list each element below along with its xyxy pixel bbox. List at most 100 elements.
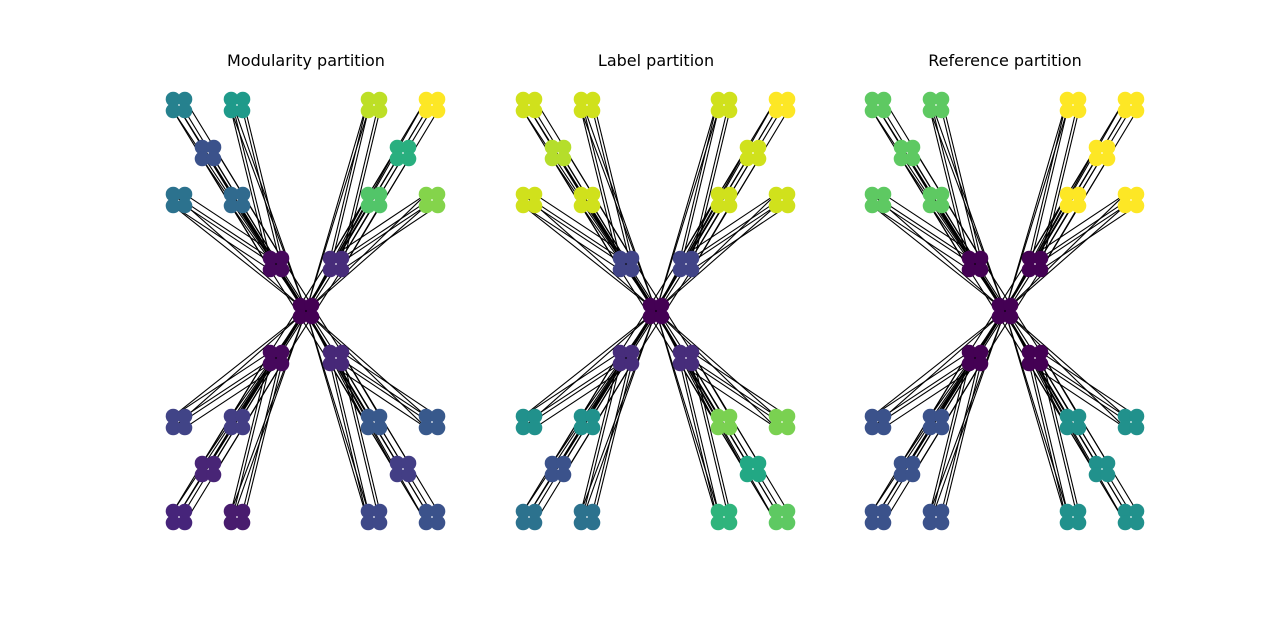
node xyxy=(515,198,531,214)
leaf-node-cluster xyxy=(194,139,222,167)
node xyxy=(768,408,784,424)
node xyxy=(235,103,251,119)
network-graph xyxy=(165,91,446,531)
edge xyxy=(1040,351,1138,512)
node xyxy=(573,91,589,107)
node xyxy=(684,262,700,278)
node xyxy=(780,91,796,107)
edge xyxy=(329,352,369,512)
node xyxy=(430,420,446,436)
node xyxy=(1088,467,1104,483)
edge xyxy=(679,363,777,429)
edge xyxy=(230,110,307,312)
node xyxy=(585,186,601,202)
leaf-node-cluster xyxy=(922,91,950,119)
node xyxy=(1059,91,1075,107)
center-node-cluster xyxy=(642,297,670,325)
node xyxy=(1021,262,1037,278)
node xyxy=(401,151,417,167)
node xyxy=(360,186,376,202)
edge xyxy=(172,351,271,417)
node xyxy=(235,186,251,202)
node xyxy=(1129,515,1145,531)
edge xyxy=(1004,310,1126,417)
node xyxy=(905,151,921,167)
leaf-node-cluster xyxy=(1117,91,1145,119)
edge xyxy=(341,352,381,512)
node xyxy=(304,309,320,325)
node xyxy=(1100,151,1116,167)
leaf-node-cluster xyxy=(418,408,446,436)
node xyxy=(1129,503,1145,519)
node xyxy=(262,250,278,266)
edge xyxy=(305,193,427,312)
node xyxy=(780,420,796,436)
node xyxy=(401,467,417,483)
hub-node-cluster xyxy=(672,344,700,372)
edge xyxy=(580,310,657,512)
node xyxy=(922,103,938,119)
leaf-node-cluster xyxy=(710,408,738,436)
edge xyxy=(305,99,369,312)
node xyxy=(418,420,434,436)
edge xyxy=(1040,363,1080,523)
node xyxy=(991,297,1007,313)
node xyxy=(235,503,251,519)
node xyxy=(864,503,880,519)
node xyxy=(1129,420,1145,436)
edge xyxy=(1028,363,1068,523)
edge xyxy=(592,99,633,259)
panel-title-modularity: Modularity partition xyxy=(227,51,385,70)
edge xyxy=(1004,110,1068,312)
leaf-node-cluster xyxy=(223,91,251,119)
edge xyxy=(691,110,731,270)
node xyxy=(893,455,909,471)
node xyxy=(177,186,193,202)
node xyxy=(194,139,210,155)
edge xyxy=(679,193,777,259)
leaf-node-cluster xyxy=(1117,503,1145,531)
node xyxy=(864,103,880,119)
node xyxy=(177,515,193,531)
edge xyxy=(871,310,1006,417)
node xyxy=(527,515,543,531)
node xyxy=(1117,515,1133,531)
node xyxy=(612,262,628,278)
node xyxy=(722,103,738,119)
edge xyxy=(1028,363,1126,429)
node xyxy=(612,250,628,266)
node xyxy=(934,91,950,107)
node xyxy=(1059,198,1075,214)
edge xyxy=(201,158,307,312)
node xyxy=(1033,356,1049,372)
node xyxy=(274,344,290,360)
node xyxy=(515,515,531,531)
leaf-node-cluster xyxy=(710,186,738,214)
node xyxy=(934,408,950,424)
leaf-node-cluster xyxy=(768,503,796,531)
edge xyxy=(341,205,439,271)
node xyxy=(372,186,388,202)
node xyxy=(739,467,755,483)
edge xyxy=(172,351,271,512)
edge xyxy=(691,205,789,271)
node xyxy=(768,198,784,214)
node xyxy=(739,139,755,155)
edge xyxy=(522,205,621,271)
edge xyxy=(242,110,283,270)
edge xyxy=(655,310,719,523)
node xyxy=(905,467,921,483)
leaf-node-cluster xyxy=(739,139,767,167)
node xyxy=(418,103,434,119)
node xyxy=(322,262,338,278)
edge xyxy=(341,351,439,417)
node xyxy=(780,198,796,214)
leaf-node-cluster xyxy=(768,408,796,436)
node xyxy=(876,503,892,519)
node xyxy=(515,91,531,107)
node xyxy=(624,262,640,278)
node xyxy=(360,408,376,424)
leaf-node-cluster xyxy=(710,503,738,531)
node xyxy=(1129,408,1145,424)
node xyxy=(1129,103,1145,119)
